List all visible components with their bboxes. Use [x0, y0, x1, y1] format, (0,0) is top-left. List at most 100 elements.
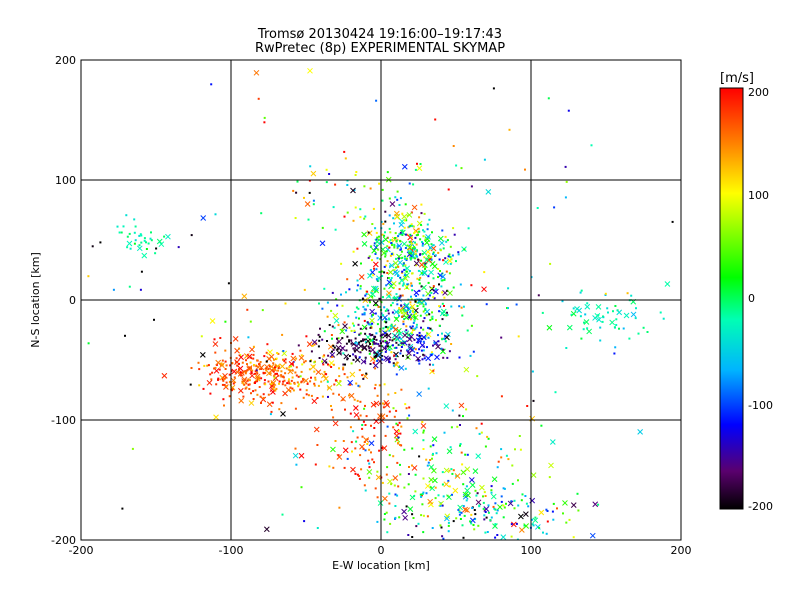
data-point [422, 491, 425, 494]
data-point [116, 225, 119, 228]
data-point [500, 336, 503, 339]
data-point [358, 341, 361, 344]
data-point [140, 234, 143, 237]
data-point [375, 99, 378, 102]
data-point [278, 408, 281, 411]
data-point [291, 352, 294, 355]
data-point [402, 262, 405, 265]
data-point [375, 238, 378, 241]
data-point-x [429, 286, 435, 292]
data-point [222, 379, 225, 382]
data-point [274, 366, 276, 369]
data-point [254, 382, 256, 384]
data-point [458, 513, 461, 516]
data-point [423, 230, 426, 233]
data-point [464, 453, 467, 456]
data-point [425, 492, 428, 495]
data-point [371, 290, 374, 293]
data-point [371, 343, 374, 346]
data-point [602, 316, 605, 319]
data-point-x [420, 334, 427, 341]
data-point [209, 392, 212, 395]
data-point [437, 251, 440, 254]
data-point [356, 247, 359, 250]
data-point [378, 344, 381, 347]
data-point [380, 220, 383, 223]
data-point-x [263, 526, 270, 533]
data-point [388, 295, 391, 298]
data-point [319, 327, 321, 330]
data-point [352, 347, 355, 350]
data-point [411, 309, 414, 312]
data-point-x [570, 310, 577, 317]
data-point [373, 427, 376, 429]
data-point [469, 354, 472, 357]
data-point [441, 332, 443, 335]
data-point [346, 278, 349, 281]
data-point [402, 308, 405, 311]
data-point [403, 255, 406, 258]
data-point [368, 466, 371, 469]
data-point-x [497, 504, 503, 510]
data-point [372, 207, 375, 210]
data-point [364, 294, 367, 297]
data-point [275, 357, 278, 360]
data-point [404, 367, 407, 370]
data-point [361, 313, 364, 316]
data-point [548, 476, 551, 479]
data-point [289, 390, 292, 392]
data-point [254, 370, 257, 373]
data-point [396, 303, 399, 306]
data-point [316, 444, 319, 446]
data-point [413, 315, 416, 318]
data-point [361, 424, 364, 426]
data-point [405, 270, 408, 273]
data-point [440, 347, 443, 350]
data-point [256, 359, 259, 362]
data-point-x [399, 218, 405, 225]
data-point [364, 360, 367, 363]
data-point-x [382, 236, 389, 243]
data-point [386, 425, 389, 428]
data-point [418, 230, 421, 233]
data-point-x [332, 420, 339, 427]
data-point [416, 277, 419, 280]
data-point [359, 285, 362, 288]
data-point [272, 387, 275, 390]
data-point [356, 436, 359, 439]
data-point [484, 531, 487, 534]
data-point [346, 211, 349, 214]
data-point [357, 323, 360, 326]
data-point [374, 335, 377, 338]
data-point [613, 352, 616, 355]
data-point [580, 289, 583, 292]
data-point [409, 318, 412, 321]
data-point [252, 345, 255, 348]
data-point-x [323, 375, 329, 382]
data-point [395, 266, 397, 269]
data-point [407, 483, 410, 486]
data-point [369, 301, 371, 304]
data-point [400, 250, 403, 253]
data-point-x [369, 317, 375, 324]
data-point [372, 274, 375, 277]
data-point [401, 229, 404, 232]
data-point [398, 282, 401, 285]
data-point [540, 424, 543, 427]
data-point [531, 518, 534, 521]
data-point [382, 406, 385, 409]
data-point [312, 203, 315, 206]
data-point [354, 447, 357, 450]
data-point [412, 310, 414, 313]
data-point [317, 333, 320, 336]
data-point [545, 532, 548, 535]
data-point-x [409, 303, 416, 310]
data-point [381, 199, 384, 202]
data-point [565, 180, 568, 183]
data-point [402, 320, 405, 323]
data-point [209, 373, 212, 376]
data-point-x [401, 213, 408, 220]
data-point [458, 414, 461, 417]
data-point [561, 300, 564, 303]
data-point-x [279, 363, 286, 370]
